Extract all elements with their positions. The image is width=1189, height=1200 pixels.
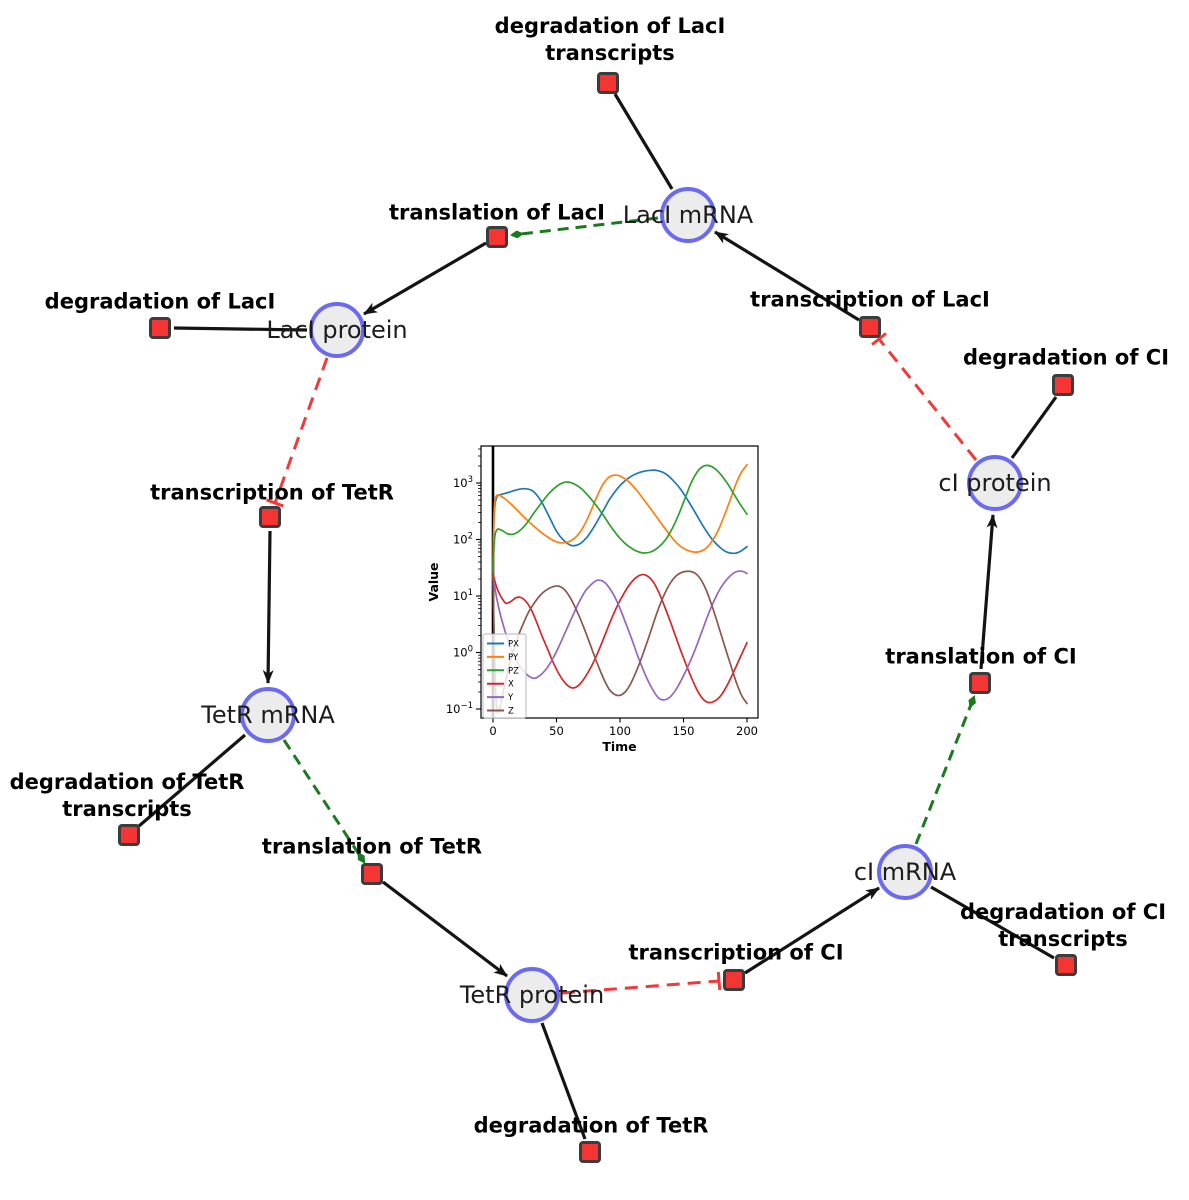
edge-laci-mrna--translation-laci xyxy=(510,216,659,239)
legend-label-PZ: PZ xyxy=(508,666,519,676)
species-label-tetr-protein: TetR protein xyxy=(459,981,605,1009)
reaction-label-translation-tetr: translation of TetR xyxy=(261,834,483,859)
chart-legend: PX PY PZ XYZ xyxy=(482,633,527,719)
species-label-laci-mrna: LacI mRNA xyxy=(622,201,754,229)
reaction-node-translation-laci xyxy=(486,226,508,248)
legend-label-Z: Z xyxy=(508,707,514,717)
species-node-tetr-mrna xyxy=(240,687,296,743)
series-line-Z xyxy=(492,570,748,714)
edge-laci-protein--degradation-laci xyxy=(173,326,308,332)
reaction-label-degradation-tetr: degradation of TetR xyxy=(473,1113,709,1138)
species-node-laci-protein xyxy=(309,302,365,358)
edge-transcription-tetr--tetr-mrna xyxy=(262,530,274,684)
edge-ci-mrna--translation-ci xyxy=(914,695,976,845)
edge-laci-mrna--degradation-laci-transcripts xyxy=(613,93,674,190)
x-tick-label: 200 xyxy=(736,724,758,738)
edge-tetr-mrna--translation-tetr xyxy=(282,739,366,864)
reaction-label-degradation-ci: degradation of CI xyxy=(962,345,1170,370)
series-line-PY xyxy=(492,463,748,575)
reaction-label-translation-ci: translation of CI xyxy=(885,644,1077,669)
edge-tetr-mrna--degradation-tetr-transcripts xyxy=(137,733,247,828)
edge-ci-protein--transcription-laci xyxy=(871,332,978,461)
x-tick-label: 150 xyxy=(673,724,695,738)
series-line-PZ xyxy=(492,464,748,580)
series-line-X xyxy=(492,572,748,704)
reaction-label-degradation-laci-transcripts: degradation of LacI transcripts xyxy=(494,14,726,65)
reaction-label-degradation-tetr-transcripts: degradation of TetR transcripts xyxy=(9,770,245,821)
reaction-node-translation-ci xyxy=(969,672,991,694)
x-axis-label: Time xyxy=(602,739,636,754)
time-series-inset-plot: 0 50 100 150 200 10−1 100 101 102 103 Time Value PX P… xyxy=(420,432,770,767)
y-axis-label: Value xyxy=(426,562,441,601)
species-node-ci-mrna xyxy=(877,844,933,900)
edge-transcription-ci--ci-mrna xyxy=(744,886,880,975)
reaction-label-degradation-laci: degradation of LacI xyxy=(44,289,276,314)
legend-label-Y: Y xyxy=(507,693,514,703)
edge-tetr-protein--degradation-tetr xyxy=(540,1022,587,1140)
y-tick-label: 102 xyxy=(453,532,473,547)
series-line-PX xyxy=(492,469,748,570)
reaction-node-degradation-laci xyxy=(149,317,171,339)
edge-transcription-laci--laci-mrna xyxy=(714,230,860,322)
edge-translation-laci--laci-protein xyxy=(363,241,487,316)
reaction-node-translation-tetr xyxy=(361,863,383,885)
species-node-ci-protein xyxy=(967,455,1023,511)
species-node-laci-mrna xyxy=(660,187,716,243)
edge-ci-protein--degradation-ci xyxy=(1010,396,1058,459)
edge-translation-ci--ci-protein xyxy=(979,514,998,670)
reaction-node-degradation-ci xyxy=(1052,374,1074,396)
reaction-node-degradation-tetr-transcripts xyxy=(118,824,140,846)
reaction-node-degradation-laci-transcripts xyxy=(597,72,619,94)
series-line-Y xyxy=(492,570,748,701)
x-tick-label: 0 xyxy=(489,724,496,738)
x-tick-label: 100 xyxy=(609,724,631,738)
edge-ci-mrna--degradation-ci-transcripts xyxy=(930,885,1055,960)
reaction-node-degradation-ci-transcripts xyxy=(1055,954,1077,976)
y-tick-label: 101 xyxy=(453,588,473,603)
reaction-label-transcription-tetr: transcription of TetR xyxy=(150,480,394,505)
reaction-node-transcription-tetr xyxy=(259,506,281,528)
edge-laci-protein--transcription-tetr xyxy=(266,357,329,508)
legend-label-X: X xyxy=(508,680,514,690)
reaction-label-translation-laci: translation of LacI xyxy=(389,200,605,225)
reaction-label-degradation-ci-transcripts: degradation of CI transcripts xyxy=(959,900,1167,951)
species-node-tetr-protein xyxy=(504,967,560,1023)
reaction-label-transcription-laci: transcription of LacI xyxy=(750,287,990,312)
reaction-node-degradation-tetr xyxy=(579,1141,601,1163)
legend-label-PX: PX xyxy=(508,640,519,650)
y-tick-label: 100 xyxy=(453,645,473,660)
y-tick-label: 103 xyxy=(453,475,473,490)
edge-translation-tetr--tetr-protein xyxy=(382,880,508,978)
x-tick-label: 50 xyxy=(549,724,564,738)
plot-background xyxy=(481,446,758,718)
legend-label-PY: PY xyxy=(508,653,519,663)
reaction-label-transcription-ci: transcription of CI xyxy=(628,940,844,965)
time-series-chart: 0 50 100 150 20010−1100101102103TimeValuePXP… xyxy=(426,445,759,754)
y-tick-label: 10−1 xyxy=(446,701,473,716)
species-label-tetr-mrna: TetR mRNA xyxy=(201,701,335,729)
edge-tetr-protein--transcription-ci xyxy=(561,971,722,995)
reaction-node-transcription-laci xyxy=(859,316,881,338)
reaction-node-transcription-ci xyxy=(723,969,745,991)
species-label-laci-protein: LacI protein xyxy=(266,316,408,344)
species-label-ci-mrna: cI mRNA xyxy=(853,858,957,886)
species-label-ci-protein: cI protein xyxy=(938,469,1052,497)
